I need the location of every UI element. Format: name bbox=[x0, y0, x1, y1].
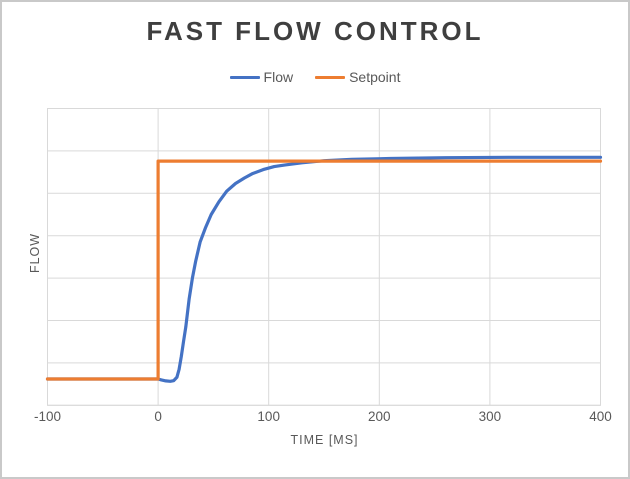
series-line-flow bbox=[45, 155, 603, 383]
chart-title: FAST FLOW CONTROL bbox=[146, 16, 484, 46]
legend: Flow Setpoint bbox=[2, 69, 628, 85]
series-line-setpoint bbox=[45, 159, 603, 381]
x-axis-title: TIME [MS] bbox=[290, 433, 359, 447]
x-tick-label: -100 bbox=[33, 409, 62, 424]
legend-label-flow: Flow bbox=[263, 69, 294, 85]
legend-item-setpoint: Setpoint bbox=[315, 69, 400, 85]
legend-label-setpoint: Setpoint bbox=[349, 69, 401, 85]
plot-border bbox=[47, 108, 601, 406]
legend-item-flow: Flow bbox=[229, 69, 294, 85]
x-tick-label: 300 bbox=[478, 409, 502, 424]
x-tick-label: 0 bbox=[154, 409, 162, 424]
setpoint-line-swatch-icon bbox=[315, 75, 346, 79]
x-tick-label: 400 bbox=[589, 409, 612, 424]
x-tick-label: 200 bbox=[368, 409, 391, 424]
x-tick-label: 100 bbox=[257, 409, 280, 424]
flow-line-swatch-icon bbox=[229, 75, 260, 79]
